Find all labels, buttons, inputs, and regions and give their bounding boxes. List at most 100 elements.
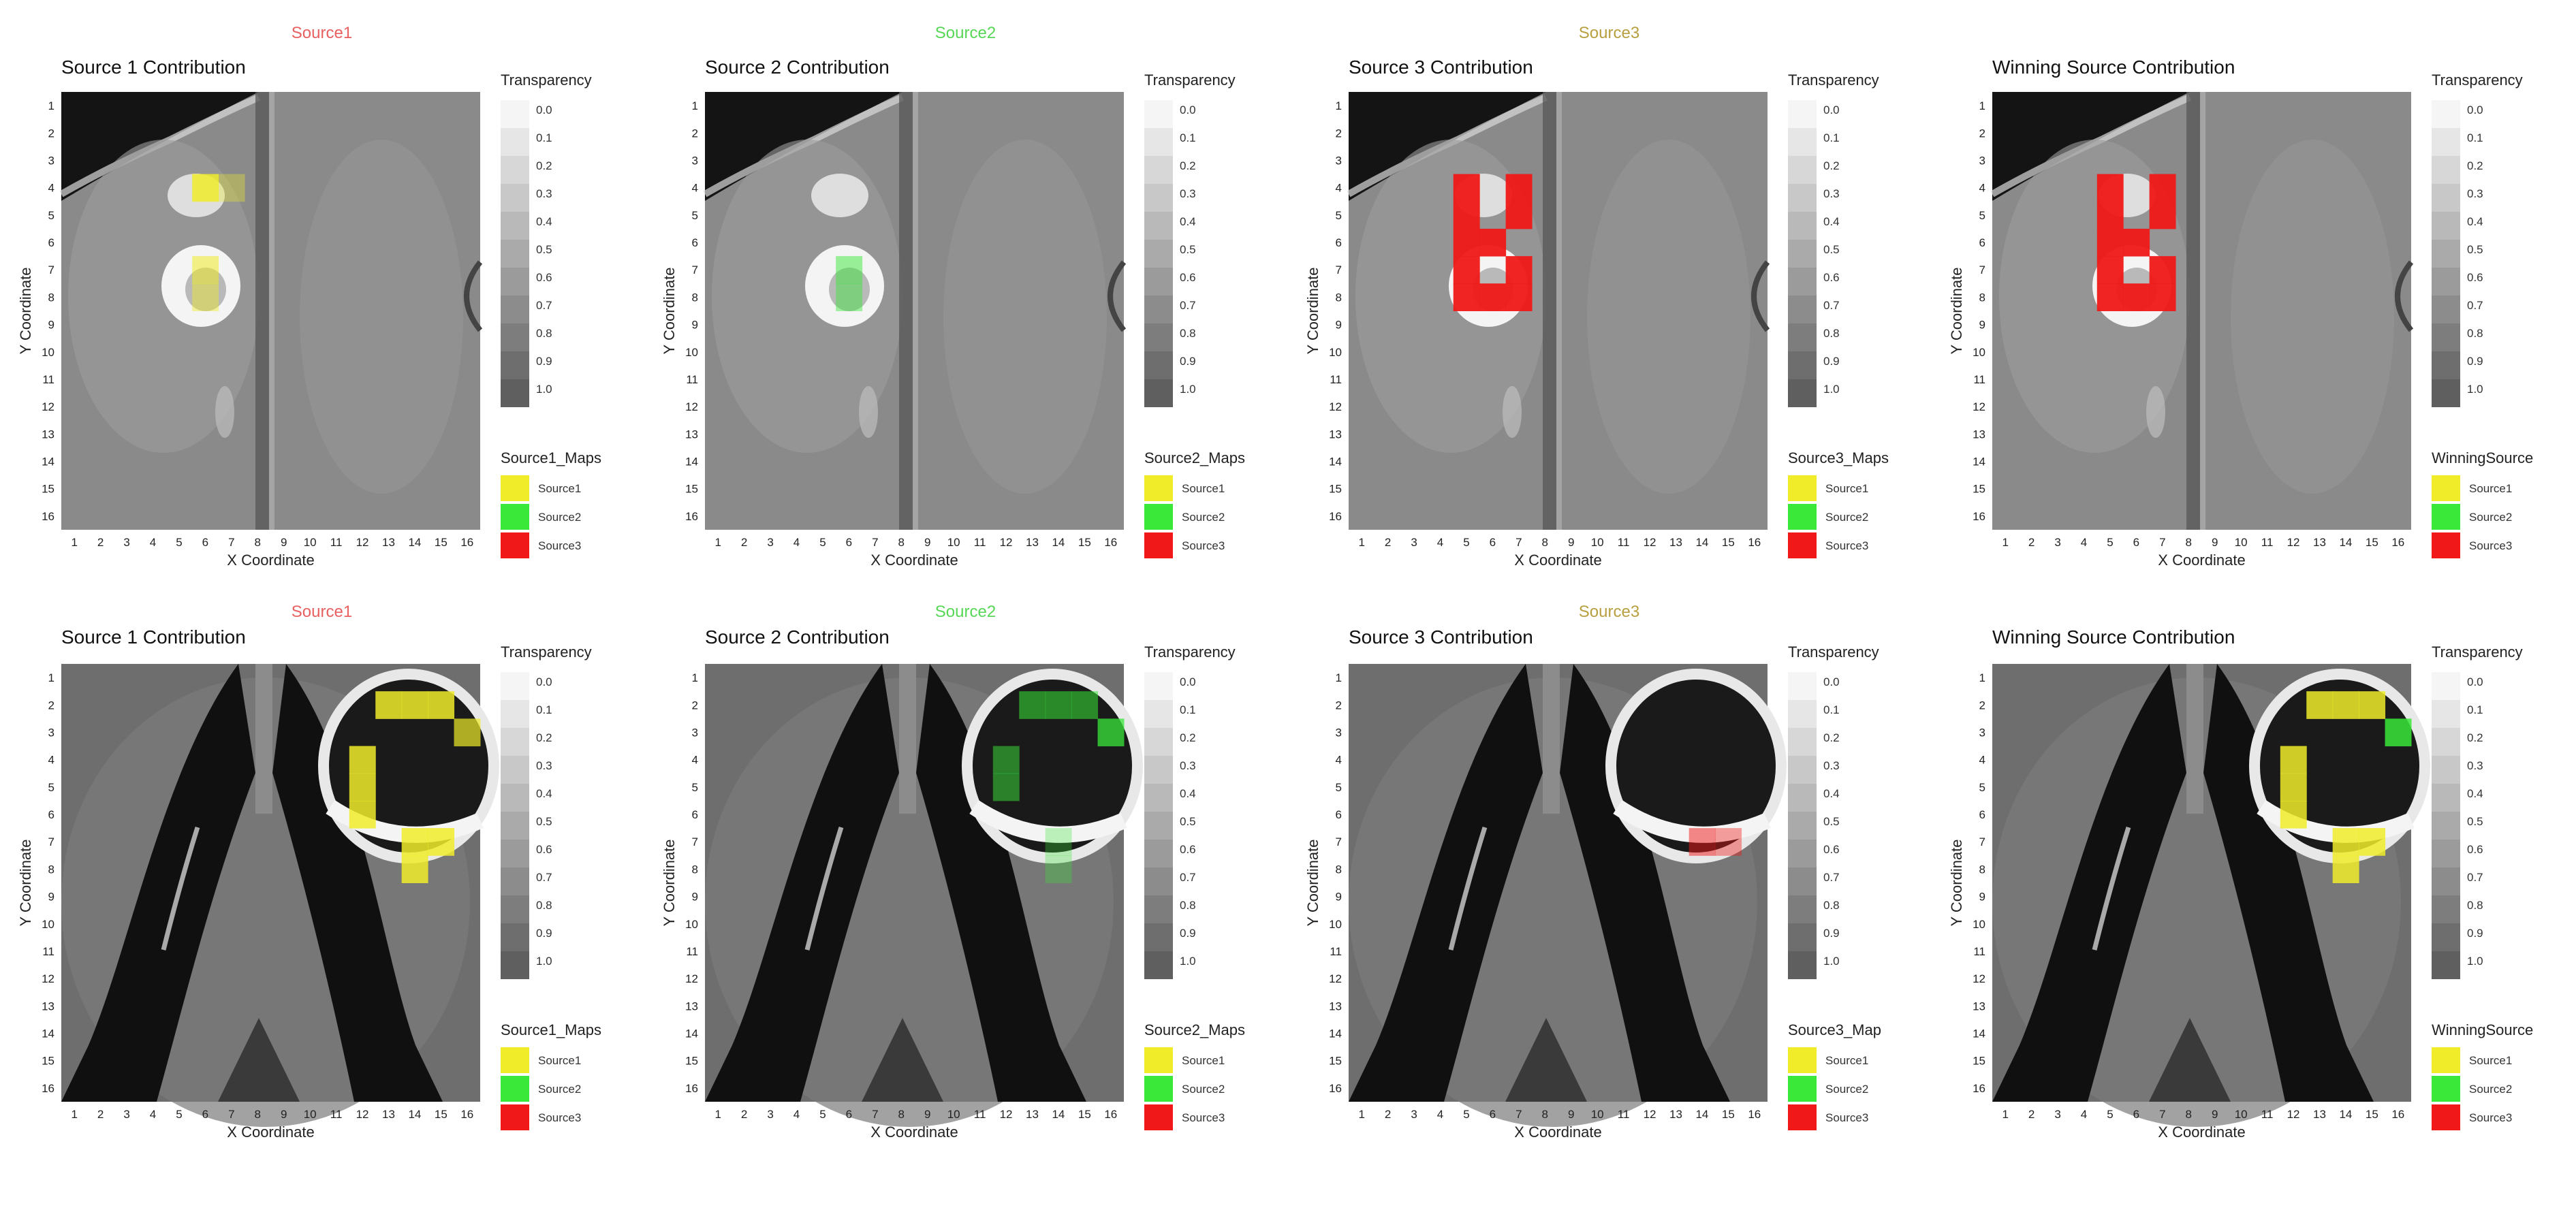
x-tick-label: 6: [1490, 536, 1496, 549]
transparency-swatch: [501, 672, 529, 700]
x-tick-label: 15: [1078, 536, 1091, 549]
transparency-swatch: [2432, 672, 2460, 700]
transparency-swatch: [1788, 268, 1817, 296]
transparency-swatch: [2432, 840, 2460, 867]
y-tick-label: 9: [1336, 891, 1342, 904]
transparency-level-label: 0.4: [536, 215, 552, 228]
transparency-swatch: [2432, 351, 2460, 379]
transparency-level-label: 0.9: [1823, 355, 1840, 368]
source-legend-swatch: [1788, 532, 1817, 558]
source-legend-label: Source2: [2469, 1083, 2512, 1096]
heatmap-cell: [992, 773, 1020, 801]
transparency-swatch: [501, 923, 529, 951]
transparency-swatch: [1788, 128, 1817, 156]
x-tick-label: 7: [2159, 1108, 2165, 1121]
x-tick-label: 10: [947, 536, 960, 549]
heatmap-cell: [1688, 828, 1716, 856]
transparency-level-label: 0.8: [536, 327, 552, 340]
transparency-level-label: 0.8: [1180, 327, 1196, 340]
transparency-level-label: 0.6: [1823, 843, 1840, 856]
x-tick-label: 15: [2366, 1108, 2378, 1121]
transparency-legend-title: Transparency: [1788, 71, 1879, 89]
transparency-level-label: 0.8: [1823, 899, 1840, 912]
y-tick-label: 12: [42, 972, 54, 985]
x-tick-label: 3: [2054, 1108, 2060, 1121]
transparency-swatch: [1788, 323, 1817, 351]
transparency-swatch: [2432, 212, 2460, 240]
x-tick-label: 8: [255, 1108, 261, 1121]
chart-panel: Source2 Source 2 Contribution 1 2 3 4 5 6 7 8 9 10 1…: [644, 592, 1287, 1185]
y-tick-label: 3: [48, 726, 54, 739]
transparency-swatch: [1788, 156, 1817, 184]
transparency-swatch: [501, 867, 529, 895]
source-legend-swatch: [1788, 1047, 1817, 1073]
transparency-legend-title: Transparency: [1788, 643, 1879, 660]
transparency-swatch: [2432, 951, 2460, 979]
transparency-level-label: 0.6: [1180, 271, 1196, 284]
transparency-level-label: 0.0: [1823, 675, 1840, 688]
x-tick-label: 12: [1000, 1108, 1013, 1121]
y-tick-label: 8: [692, 863, 698, 876]
x-tick-label: 11: [974, 1108, 986, 1121]
source-legend-label: Source3: [2469, 1111, 2512, 1124]
y-tick-label: 4: [1979, 182, 1985, 195]
transparency-level-label: 0.7: [1180, 299, 1196, 312]
transparency-swatch: [1788, 184, 1817, 212]
y-tick-label: 4: [48, 182, 54, 195]
heatmap-svg: 1 2 3 4 5 6 7 8 9 10 11 12 13 14 15 1612345678910111213…: [661, 71, 1245, 569]
mri-background: [61, 664, 499, 1127]
transparency-level-label: 0.6: [2467, 271, 2483, 284]
y-tick-label: 15: [42, 483, 54, 496]
heatmap-cell: [1479, 228, 1507, 257]
chart-panel: Source2 Source 2 Contribution 1 2 3 4 5 6 7 8 9 10 1…: [644, 0, 1287, 592]
transparency-swatch: [1788, 784, 1817, 812]
source-legend-label: Source3: [538, 1111, 581, 1124]
y-tick-label: 7: [1979, 264, 1985, 276]
heatmap-cell: [1453, 256, 1480, 284]
transparency-level-label: 1.0: [1823, 955, 1840, 968]
x-axis-label: X Coordinate: [870, 1124, 958, 1141]
y-tick-label: 2: [1979, 127, 1985, 140]
heatmap-cell: [1505, 256, 1533, 284]
transparency-swatch: [501, 240, 529, 268]
x-axis-label: X Coordinate: [2158, 552, 2245, 569]
source-legend-swatch: [2432, 532, 2460, 558]
heatmap-cell: [1097, 718, 1125, 747]
x-tick-label: 3: [767, 1108, 773, 1121]
transparency-swatch: [1144, 268, 1173, 296]
x-tick-label: 9: [924, 536, 930, 549]
transparency-swatch: [1144, 951, 1173, 979]
x-tick-label: 15: [2366, 536, 2378, 549]
transparency-swatch: [2432, 128, 2460, 156]
transparency-level-label: 0.9: [2467, 927, 2483, 940]
y-tick-label: 2: [1336, 127, 1342, 140]
source-legend-swatch: [2432, 1104, 2460, 1130]
transparency-swatch: [1144, 672, 1173, 700]
x-tick-label: 11: [1618, 1108, 1630, 1121]
source-legend-label: Source3: [1825, 539, 1868, 552]
transparency-swatch: [1788, 895, 1817, 923]
x-tick-label: 6: [2133, 536, 2139, 549]
x-tick-label: 11: [2261, 1108, 2274, 1121]
transparency-swatch: [501, 212, 529, 240]
x-tick-label: 11: [1618, 536, 1630, 549]
y-tick-label: 2: [48, 127, 54, 140]
transparency-swatch: [1144, 184, 1173, 212]
transparency-swatch: [1144, 728, 1173, 756]
transparency-level-label: 0.1: [536, 131, 552, 144]
heatmap-cell: [428, 691, 455, 719]
y-tick-label: 1: [48, 671, 54, 684]
source-legend-swatch: [1788, 475, 1817, 501]
x-tick-label: 4: [794, 536, 800, 549]
transparency-level-label: 0.7: [1823, 871, 1840, 884]
transparency-swatch: [2432, 700, 2460, 728]
x-tick-label: 7: [1515, 536, 1522, 549]
x-tick-label: 12: [356, 1108, 369, 1121]
x-tick-label: 2: [2028, 1108, 2035, 1121]
y-tick-label: 16: [1329, 510, 1342, 523]
heatmap-cell: [428, 828, 455, 856]
transparency-legend-title: Transparency: [501, 71, 592, 89]
transparency-swatch: [2432, 923, 2460, 951]
y-tick-label: 14: [1973, 1028, 1985, 1040]
y-tick-label: 16: [42, 1082, 54, 1095]
